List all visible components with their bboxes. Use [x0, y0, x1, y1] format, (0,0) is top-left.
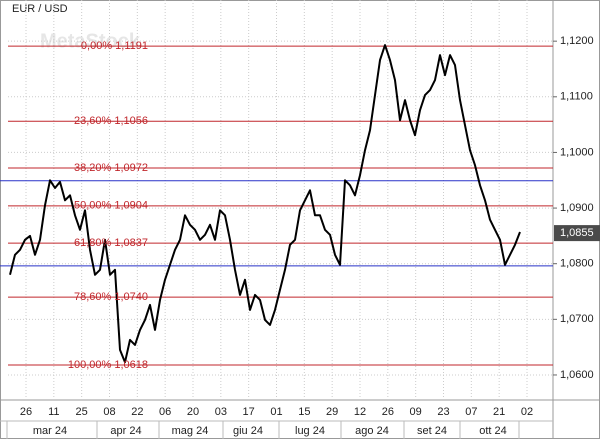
x-tick-label: 12	[354, 406, 366, 418]
x-tick-label: 25	[76, 406, 88, 418]
chart-title: EUR / USD	[12, 3, 68, 15]
fib-label: 38,20% 1,0972	[74, 162, 148, 174]
x-tick-label: 15	[298, 406, 310, 418]
x-tick-label: 08	[103, 406, 115, 418]
x-tick-label: 21	[493, 406, 505, 418]
y-tick-label: 1,1000	[560, 146, 594, 158]
month-label: lug 24	[295, 425, 325, 437]
y-tick-label: 1,1200	[560, 35, 594, 47]
month-label: mar 24	[33, 425, 67, 437]
x-tick-label: 09	[410, 406, 422, 418]
y-tick-label: 1,1100	[560, 91, 593, 103]
fib-label: 50,00% 1,0904	[74, 200, 148, 212]
y-tick-label: 1,0800	[560, 258, 594, 270]
x-tick-label: 20	[187, 406, 199, 418]
y-tick-label: 1,0900	[560, 202, 594, 214]
price-line	[9, 44, 521, 364]
x-tick-label: 01	[270, 406, 282, 418]
last-value-label: 1,0855	[560, 227, 594, 239]
month-label: giu 24	[233, 425, 263, 437]
fib-label: 0,00% 1,1191	[81, 40, 148, 52]
watermark: MetaStock	[40, 30, 141, 52]
fib-label: 100,00% 1,0618	[68, 359, 148, 371]
x-tick-label: 03	[215, 406, 227, 418]
fib-label: 23,60% 1,1056	[74, 115, 148, 127]
month-label: set 24	[417, 425, 447, 437]
x-tick-label: 02	[521, 406, 533, 418]
x-tick-label: 29	[326, 406, 338, 418]
last-value-box	[554, 225, 600, 242]
month-label: mag 24	[172, 425, 209, 437]
x-tick-label: 26	[382, 406, 394, 418]
y-tick-label: 1,0600	[560, 369, 594, 381]
x-tick-label: 06	[159, 406, 171, 418]
x-tick-label: 07	[465, 406, 477, 418]
month-label: apr 24	[110, 425, 141, 437]
fib-label: 78,60% 1,0740	[74, 291, 148, 303]
fib-label: 61,80% 1,0837	[74, 237, 148, 249]
month-label: ott 24	[479, 425, 507, 437]
x-tick-label: 23	[437, 406, 449, 418]
x-tick-label: 22	[131, 406, 143, 418]
x-tick-label: 11	[48, 406, 59, 418]
x-tick-label: 26	[20, 406, 32, 418]
month-label: ago 24	[355, 425, 389, 437]
x-tick-label: 17	[243, 406, 255, 418]
y-tick-label: 1,0700	[560, 313, 594, 325]
